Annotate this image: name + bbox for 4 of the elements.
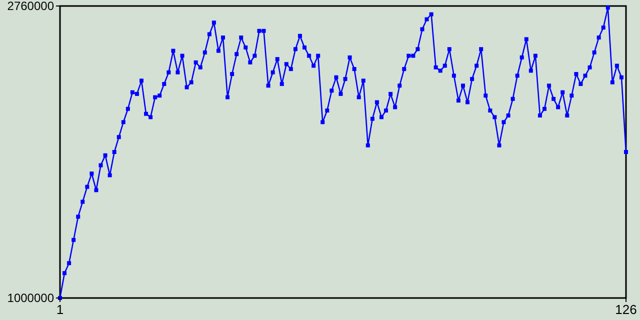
x-tick-label: 1 [56, 302, 64, 317]
y-tick-label: 2760000 [7, 0, 54, 14]
y-tick-label: 1000000 [7, 291, 54, 306]
x-tick-label: 126 [615, 302, 637, 317]
